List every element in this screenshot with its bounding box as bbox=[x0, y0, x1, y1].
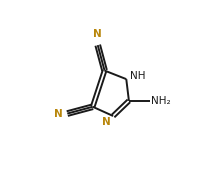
Text: N: N bbox=[93, 29, 102, 39]
Text: N: N bbox=[54, 109, 63, 119]
Text: NH₂: NH₂ bbox=[151, 96, 171, 106]
Text: N: N bbox=[102, 117, 111, 127]
Text: NH: NH bbox=[130, 71, 145, 81]
